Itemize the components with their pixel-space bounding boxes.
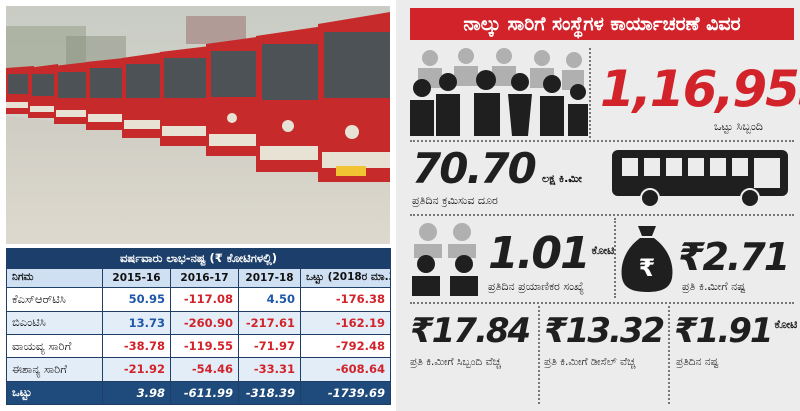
cell-2017-18: 4.50 [238, 287, 301, 312]
passengers-value: 1.01 ಕೋಟಿ [488, 232, 614, 276]
passengers-unit: ಕೋಟಿ [591, 244, 615, 257]
svg-text:₹: ₹ [639, 254, 656, 282]
distance-caption: ಪ್ರತಿದಿನ ಕ್ರಮಿಸುವ ದೂರ [412, 194, 498, 207]
distance-value: 70.70 [412, 144, 537, 193]
divider [538, 306, 540, 404]
total-label: ಒಟ್ಟು [6, 380, 103, 406]
loss-per-km-caption: ಪ್ರತಿ ಕಿ.ಮೀಗೆ ನಷ್ಟ [682, 280, 746, 293]
cell-2015-16: -21.92 [102, 357, 171, 382]
cell-2016-17: -54.46 [170, 357, 239, 382]
staff-cost-caption: ಪ್ರತಿ ಕಿ.ಮೀಗೆ ಸಿಬ್ಬಂದಿ ವೆಚ್ಚ [410, 356, 501, 368]
family-icon [408, 220, 484, 296]
cell-2016-17: -117.08 [170, 287, 239, 312]
divider [410, 140, 794, 142]
crowd-icon [408, 46, 588, 138]
cell-2015-16: 13.73 [102, 310, 171, 335]
total-2015-16: 3.98 [102, 380, 171, 406]
bus-icon [610, 146, 790, 210]
loss-per-km-value: ₹2.71 [678, 235, 790, 279]
bus-row [6, 12, 390, 182]
table-title: ವರ್ಷವಾರು ಲಾಭ-ನಷ್ಟ (₹ ಕೋಟಿಗಳಲ್ಲಿ) [5, 248, 392, 269]
row-name: ಈಶಾನ್ಯ ಸಾರಿಗೆ [6, 357, 103, 382]
row-name: ವಾಯವ್ಯ ಸಾರಿಗೆ [6, 333, 103, 359]
diesel-cost-caption: ಪ್ರತಿ ಕಿ.ಮೀಗೆ ಡೀಸೆಲ್ ವೆಚ್ಚ [544, 356, 636, 368]
cell-2017-18: -71.97 [238, 333, 301, 359]
total-2017-18: -318.39 [238, 380, 301, 406]
infographic-title: ನಾಲ್ಕು ಸಾರಿಗೆ ಸಂಸ್ಥೆಗಳ ಕಾರ್ಯಾಚರಣೆ ವಿವರ [410, 8, 794, 40]
cell-total: -608.64 [299, 357, 392, 382]
daily-loss-caption: ಪ್ರತಿದಿನ ನಷ್ಟ [676, 356, 719, 368]
table-row: ಬಿಎಂಟಿಸಿ 13.73 -260.90 -217.61 -162.19 [6, 310, 392, 335]
header-corporation: ನಿಗಮ [6, 267, 103, 289]
table-row: ವಾಯವ್ಯ ಸಾರಿಗೆ -38.78 -119.55 -71.97 -792… [6, 333, 392, 359]
header-2015-16: 2015-16 [102, 267, 171, 289]
cell-2017-18: -217.61 [238, 310, 301, 335]
table-row: ಕೆಎಸ್‌ಆರ್‌ಟಿಸಿ 50.95 -117.08 4.50 -176.3… [6, 287, 392, 312]
cell-2015-16: 50.95 [102, 287, 171, 312]
staff-cost-value: ₹17.84 [410, 311, 531, 351]
daily-loss-number: ₹1.91 [674, 311, 774, 351]
total-2016-17: -611.99 [170, 380, 239, 406]
distance-unit: ಲಕ್ಷ ಕಿ.ಮೀ [542, 172, 582, 185]
total-row: ಒಟ್ಟು 3.98 -611.99 -318.39 -1739.69 [6, 380, 392, 406]
cell-2017-18: -33.31 [238, 357, 301, 382]
staff-caption: ಒಟ್ಟು ಸಿಬ್ಬಂದಿ [714, 120, 763, 133]
cell-2015-16: -38.78 [102, 333, 171, 359]
divider [614, 218, 616, 298]
row-name: ಕೆಎಸ್‌ಆರ್‌ಟಿಸಿ [6, 287, 103, 312]
cell-total: -162.19 [299, 310, 392, 335]
bus-depot-photo [6, 6, 390, 244]
passengers-caption: ಪ್ರತಿದಿನ ಪ್ರಯಾಣಿಕರ ಸಂಖ್ಯೆ [488, 280, 585, 293]
cell-2016-17: -119.55 [170, 333, 239, 359]
table-row: ಈಶಾನ್ಯ ಸಾರಿಗೆ -21.92 -54.46 -33.31 -608.… [6, 357, 392, 382]
divider [668, 306, 670, 404]
daily-loss-unit: ಕೋಟಿ [774, 318, 798, 331]
cell-total: -792.48 [299, 333, 392, 359]
diesel-cost-value: ₹13.32 [544, 311, 665, 351]
divider [589, 48, 591, 138]
cell-2016-17: -260.90 [170, 310, 239, 335]
operations-infographic: ನಾಲ್ಕು ಸಾರಿಗೆ ಸಂಸ್ಥೆಗಳ ಕಾರ್ಯಾಚರಣೆ ವಿವರ [396, 0, 800, 411]
header-total: ಒಟ್ಟು (2018ರ ಮಾ.31) [299, 267, 392, 289]
header-2016-17: 2016-17 [170, 267, 239, 289]
cell-total: -176.38 [299, 287, 392, 312]
daily-loss-value: ₹1.91 ಕೋಟಿ [674, 314, 797, 348]
passengers-number: 1.01 [488, 228, 591, 279]
staff-value: 1,16,955 [600, 60, 800, 118]
row-name: ಬಿಎಂಟಿಸಿ [6, 310, 103, 335]
header-2017-18: 2017-18 [238, 267, 301, 289]
profit-loss-table: ವರ್ಷವಾರು ಲಾಭ-ನಷ್ಟ (₹ ಕೋಟಿಗಳಲ್ಲಿ) ನಿಗಮ 20… [5, 248, 392, 406]
divider [410, 214, 794, 216]
money-bag-icon: ₹ [618, 222, 676, 292]
divider [410, 302, 794, 304]
total-overall: -1739.69 [299, 380, 392, 406]
